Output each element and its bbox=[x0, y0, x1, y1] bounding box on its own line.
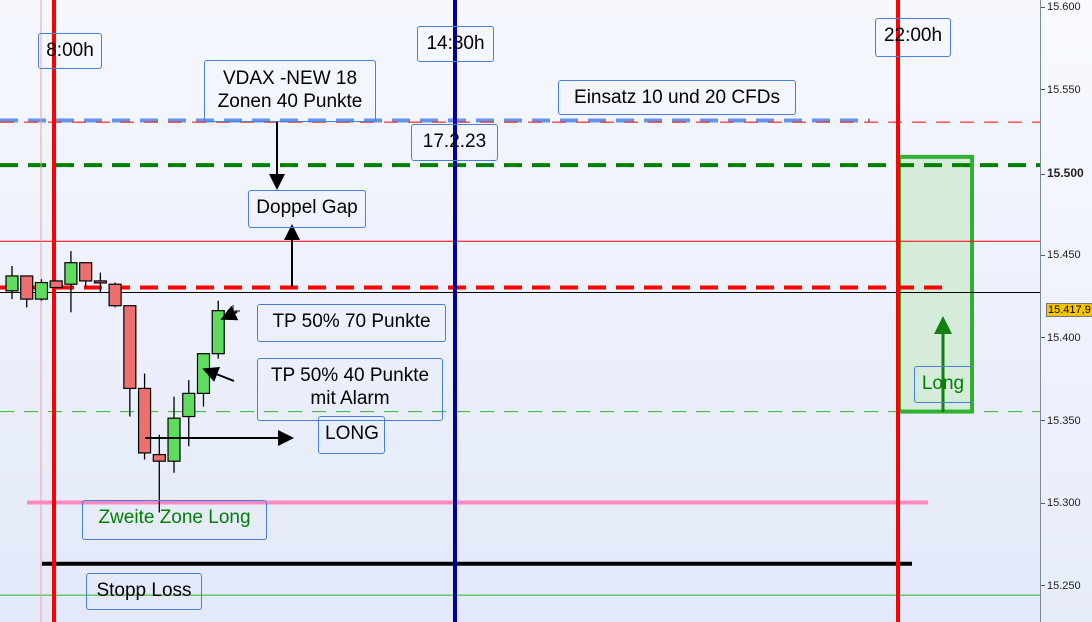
label-date: 17.2.23 bbox=[411, 124, 498, 161]
price-tick: 15.500 bbox=[1041, 166, 1084, 180]
arrow-tp40-icon bbox=[202, 366, 235, 382]
label-stopp-loss: Stopp Loss bbox=[86, 573, 202, 610]
candle-body bbox=[20, 275, 34, 300]
candle-body bbox=[152, 453, 166, 462]
price-tick: 15.450 bbox=[1041, 249, 1081, 261]
label-22h: 22:00h bbox=[875, 18, 951, 57]
price-tick: 15.600 bbox=[1041, 1, 1081, 13]
candle-body bbox=[211, 310, 225, 355]
candle-body bbox=[49, 280, 63, 289]
arrow-tp70-icon bbox=[220, 305, 239, 321]
label-tp40: TP 50% 40 Punkte mit Alarm bbox=[257, 358, 443, 421]
label-long-entry: LONG bbox=[318, 416, 385, 454]
price-tick: 15.400 bbox=[1041, 332, 1081, 344]
price-axis: 15.417,9 15.600 15.550 15.500 15.450 15.400 1… bbox=[1040, 0, 1092, 622]
tp40-line-2: mit Alarm bbox=[310, 388, 390, 409]
candle-body bbox=[167, 417, 181, 462]
label-vdax: VDAX -NEW 18 Zonen 40 Punkte bbox=[204, 60, 376, 122]
candle-body bbox=[5, 275, 19, 292]
candle-body bbox=[79, 262, 93, 282]
label-zweite-zone: Zweite Zone Long bbox=[82, 500, 267, 540]
label-8h: 8:00h bbox=[38, 33, 102, 69]
label-doppel-gap: Doppel Gap bbox=[248, 190, 366, 228]
price-tick: 15.300 bbox=[1041, 497, 1081, 509]
candle-body bbox=[123, 305, 137, 390]
price-tick: 15.550 bbox=[1041, 84, 1081, 96]
label-long-target: Long bbox=[914, 366, 972, 403]
tp40-line-1: TP 50% 40 Punkte bbox=[270, 365, 430, 386]
candle-body bbox=[196, 353, 211, 394]
candle-body bbox=[137, 387, 152, 454]
price-tick: 15.250 bbox=[1041, 580, 1081, 592]
candle-body bbox=[64, 262, 78, 285]
candle-body bbox=[34, 281, 49, 300]
candle-body bbox=[182, 392, 196, 418]
vdax-line-2: Zonen 40 Punkte bbox=[217, 91, 363, 112]
label-einsatz: Einsatz 10 und 20 CFDs bbox=[558, 80, 796, 115]
candle-body bbox=[108, 283, 122, 307]
chart-plot-area bbox=[0, 0, 1040, 622]
label-tp70: TP 50% 70 Punkte bbox=[257, 304, 446, 342]
label-14-30h: 14:30h bbox=[417, 26, 494, 62]
vdax-line-1: VDAX -NEW 18 bbox=[222, 68, 358, 89]
candle-body bbox=[93, 280, 107, 284]
current-price-badge: 15.417,9 bbox=[1046, 303, 1092, 317]
price-tick: 15.350 bbox=[1041, 415, 1081, 427]
